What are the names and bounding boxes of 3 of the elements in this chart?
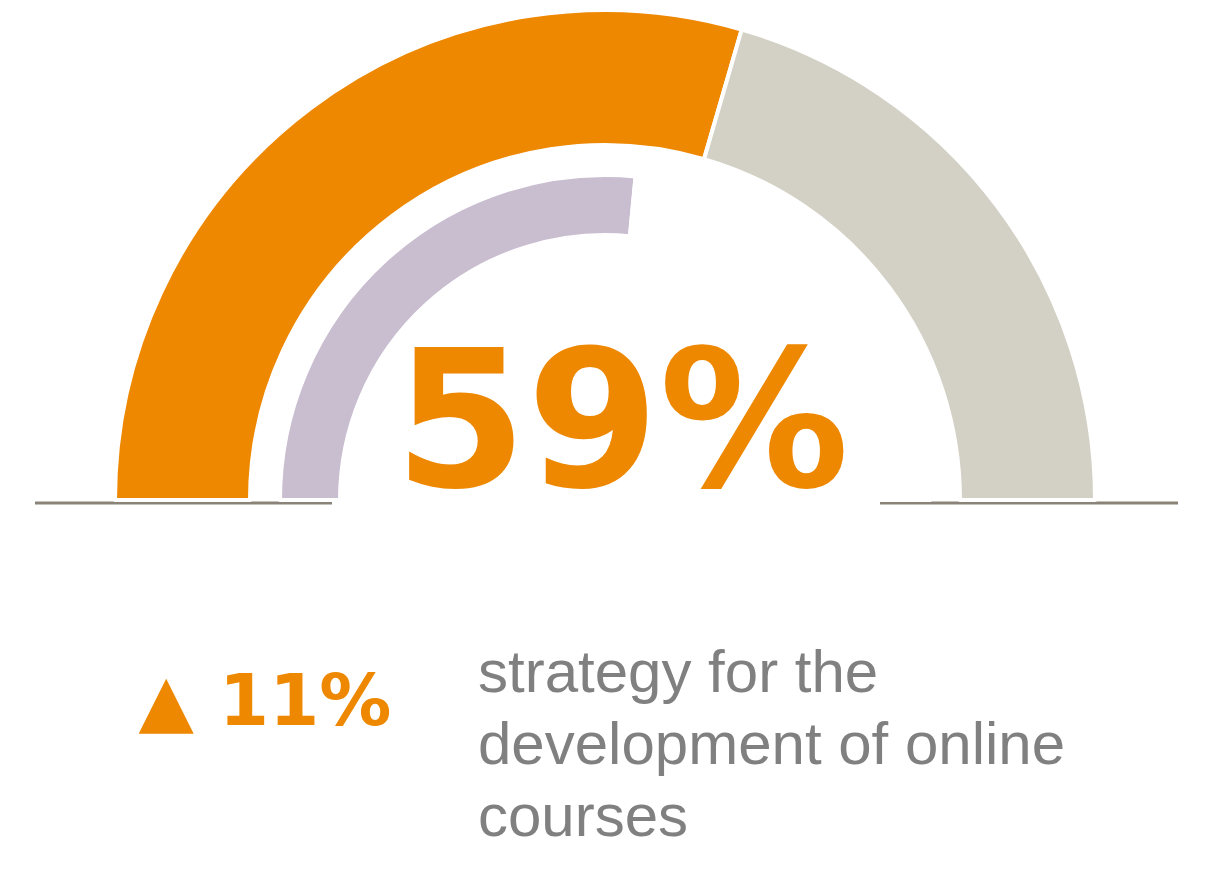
text: ▲ 11% xyxy=(138,658,392,742)
data-label: 59% xyxy=(394,309,850,531)
text: strategy for the development of online courses xyxy=(478,637,1082,849)
